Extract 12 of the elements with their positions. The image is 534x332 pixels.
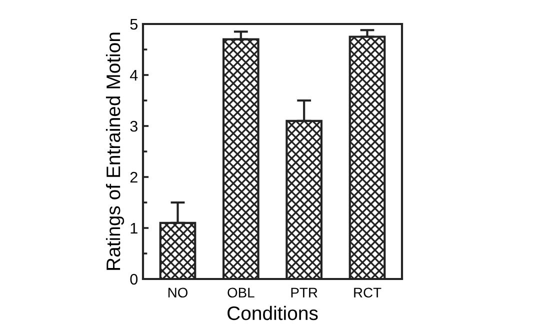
y-tick-label: 1 bbox=[130, 223, 138, 234]
y-tick-label: 3 bbox=[130, 120, 138, 132]
x-tick-label: PTR bbox=[291, 288, 318, 298]
x-axis-title: Conditions bbox=[228, 306, 318, 320]
x-tick-label: RCT bbox=[354, 288, 382, 298]
x-tick-label: OBL bbox=[228, 288, 254, 298]
x-tick-label: NO bbox=[168, 288, 188, 298]
y-tick-label: 0 bbox=[130, 274, 138, 285]
y-tick-label: 5 bbox=[130, 19, 138, 30]
y-tick-label: 2 bbox=[130, 172, 138, 183]
y-axis-title: Ratings of Entrained Motion bbox=[106, 32, 124, 270]
y-tick-label: 4 bbox=[130, 70, 138, 81]
